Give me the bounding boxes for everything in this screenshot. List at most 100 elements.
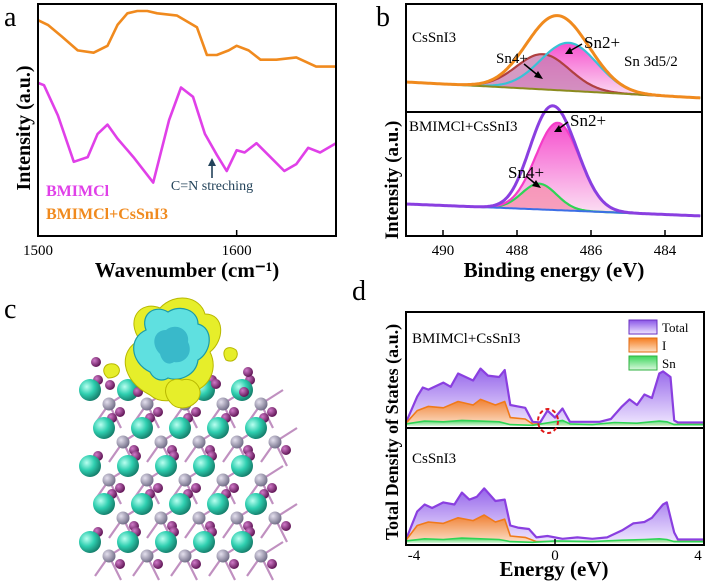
peak-label-sn4-top: Sn4+ [496, 51, 528, 67]
dos-tick-label: 0 [551, 548, 559, 564]
iodine-atom [153, 559, 163, 569]
legend-sn: Sn [662, 356, 676, 371]
iodine-atom [115, 559, 125, 569]
dos-line-total [404, 487, 704, 541]
xps-tick-label: 490 [432, 243, 455, 259]
iodine-atom [267, 559, 277, 569]
tin-atom [216, 549, 230, 563]
dos-line-i [405, 514, 704, 543]
xps-frame [405, 3, 703, 237]
cesium-atom [117, 455, 139, 477]
dos-top-label: BMIMCl+CsSnI3 [412, 331, 521, 347]
legend-swatch-i [628, 337, 658, 353]
iodine-atom [229, 483, 239, 493]
iodine-atom [281, 521, 291, 531]
xps-title: Sn 3d5/2 [624, 54, 678, 70]
fermi-highlight-circle [537, 408, 559, 434]
ftir-tick-label: 1500 [23, 243, 53, 259]
dos-fill-i [406, 515, 704, 543]
dos-tick-label: 4 [694, 548, 702, 564]
dos-tick-label: -4 [408, 548, 421, 564]
iodine-atom [229, 407, 239, 417]
xps-envelope [405, 14, 701, 100]
tin-atom [230, 435, 244, 449]
xps-chart: 490 488 486 484 Intensity (a.u.) Binding en… [382, 3, 703, 282]
dos-line-sn [405, 419, 704, 427]
dos-y-label: Total Density of States (a.u.) [382, 324, 403, 540]
cesium-atom [93, 493, 115, 515]
tin-atom [178, 473, 192, 487]
cesium-atom [231, 531, 253, 553]
panel-label-b: b [376, 2, 390, 33]
cesium-atom [131, 417, 153, 439]
dos-x-label: Energy (eV) [499, 557, 608, 581]
legend-i: I [662, 338, 666, 353]
peak-label-sn2-top: Sn2+ [584, 33, 620, 52]
xps-top-label: CsSnI3 [412, 30, 456, 46]
cesium-atom [117, 379, 139, 401]
dos-line-i [405, 398, 704, 426]
tin-atom [254, 473, 268, 487]
iodine-atom [243, 367, 253, 377]
tin-atom [102, 473, 116, 487]
xps-y-label: Intensity (a.u.) [382, 121, 403, 240]
legend-total: Total [662, 320, 689, 335]
crystal-structure-image [79, 297, 298, 581]
tin-atom [254, 549, 268, 563]
xps-tick-label: 486 [580, 243, 603, 259]
cesium-atom [117, 531, 139, 553]
legend-bmimcl-cssni3: BMIMCl+CsSnI3 [46, 206, 168, 223]
charge-density-isosurface [103, 297, 238, 409]
peak-label-sn4-bottom: Sn4+ [508, 163, 544, 182]
dos-bottom-label: CsSnI3 [412, 451, 456, 467]
panel-label-c: c [4, 294, 16, 325]
cesium-atom [79, 455, 101, 477]
iodine-atom [115, 483, 125, 493]
dos-line-sn [405, 537, 704, 544]
ftir-tick-label: 1600 [222, 243, 252, 259]
legend-swatch-total [628, 319, 658, 335]
cesium-atom [245, 493, 267, 515]
cesium-atom [193, 455, 215, 477]
tin-atom [140, 549, 154, 563]
dos-fill-i [406, 399, 704, 426]
tin-atom [102, 549, 116, 563]
panel-label-a: a [4, 2, 17, 33]
cesium-atom [169, 417, 191, 439]
tin-atom [116, 511, 130, 525]
ftir-y-label: Intensity (a.u.) [13, 65, 35, 190]
cesium-atom [169, 493, 191, 515]
iodine-atom [91, 357, 101, 367]
cesium-atom [79, 531, 101, 553]
iodine-atom [281, 445, 291, 455]
iodine-atom [153, 407, 163, 417]
tin-atom [230, 511, 244, 525]
cesium-atom [231, 455, 253, 477]
tin-atom [140, 473, 154, 487]
xps-fill-Sn2p [406, 122, 701, 216]
cesium-atom [193, 531, 215, 553]
iodine-atom [153, 483, 163, 493]
ftir-frame [37, 3, 337, 237]
iodine-atom [229, 559, 239, 569]
cesium-atom [155, 531, 177, 553]
tin-atom [140, 397, 154, 411]
dos-chart: -4 0 4 Total Density of States (a.u.) Ener… [382, 311, 705, 581]
ftir-line-bmimcl-cssni3 [37, 9, 336, 68]
ftir-line-bmimcl [37, 81, 337, 184]
xps-tick-label: 484 [654, 243, 677, 259]
xps-x-label: Binding energy (eV) [464, 258, 645, 282]
peak-label-sn2-bottom: Sn2+ [570, 111, 606, 130]
ftir-x-label: Wavenumber (cm⁻¹) [95, 258, 279, 282]
iodine-atom [105, 380, 115, 390]
cesium-atom [245, 417, 267, 439]
xps-bottom-label: BMIMCl+CsSnI3 [409, 119, 518, 135]
panel-label-d: d [352, 276, 366, 307]
xps-envelope [405, 104, 701, 218]
tin-atom [216, 397, 230, 411]
tin-atom [192, 511, 206, 525]
iodine-atom [191, 559, 201, 569]
iodine-atom [239, 387, 249, 397]
cesium-atom [207, 417, 229, 439]
